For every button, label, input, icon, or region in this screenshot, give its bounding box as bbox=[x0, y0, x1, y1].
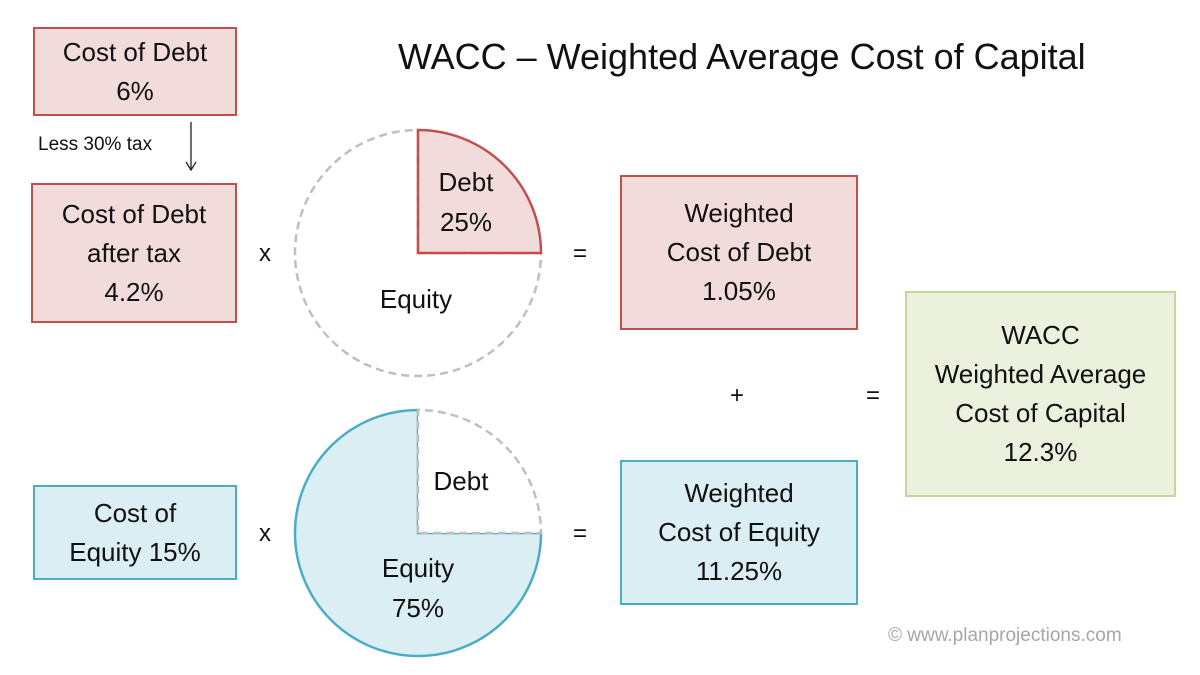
plus-operator: + bbox=[730, 382, 745, 409]
weighted-debt-line1: Weighted bbox=[684, 198, 794, 228]
weighted-cost-of-debt-box: Weighted Cost of Debt 1.05% bbox=[620, 175, 858, 330]
debt-weight-pie: Debt 25% Equity bbox=[293, 128, 543, 378]
cost-of-debt-after-tax-box: Cost of Debt after tax 4.2% bbox=[31, 183, 237, 323]
multiply-operator-equity: x bbox=[259, 520, 271, 547]
cost-of-debt-box: Cost of Debt 6% bbox=[33, 27, 237, 116]
cost-of-equity-line2: Equity 15% bbox=[69, 536, 201, 567]
weighted-equity-value: 11.25% bbox=[695, 556, 783, 586]
weighted-equity-line1: Weighted bbox=[684, 478, 794, 508]
page-title: WACC – Weighted Average Cost of Capital bbox=[398, 36, 1086, 77]
pie-debt-slice bbox=[416, 408, 543, 535]
pie-debt-label: Debt bbox=[434, 466, 490, 496]
equals-operator-wacc: = bbox=[866, 382, 881, 409]
tax-note: Less 30% tax bbox=[38, 134, 153, 155]
cost-of-debt-label: Cost of Debt bbox=[62, 36, 208, 67]
cost-of-equity-box: Cost of Equity 15% bbox=[33, 485, 237, 580]
after-tax-label-line2: after tax bbox=[87, 237, 181, 268]
wacc-line3: Cost of Capital bbox=[955, 398, 1126, 428]
copyright-credit: © www.planprojections.com bbox=[888, 625, 1122, 646]
equals-operator-debt: = bbox=[573, 240, 588, 267]
after-tax-value: 4.2% bbox=[104, 276, 164, 307]
down-arrow-icon bbox=[185, 122, 197, 172]
pie-equity-value: 75% bbox=[392, 593, 444, 623]
weighted-debt-line2: Cost of Debt bbox=[666, 237, 812, 267]
pie-debt-slice bbox=[416, 128, 543, 255]
pie-equity-label: Equity bbox=[382, 553, 454, 583]
wacc-line1: WACC bbox=[1001, 320, 1080, 350]
multiply-operator-debt: x bbox=[259, 240, 271, 267]
pie-debt-value: 25% bbox=[440, 207, 492, 237]
after-tax-label-line1: Cost of Debt bbox=[61, 198, 207, 229]
pie-equity-label: Equity bbox=[380, 284, 452, 314]
weighted-debt-value: 1.05% bbox=[702, 276, 776, 306]
equity-weight-pie: Debt Equity 75% bbox=[293, 408, 543, 658]
weighted-equity-line2: Cost of Equity bbox=[658, 517, 820, 547]
weighted-cost-of-equity-box: Weighted Cost of Equity 11.25% bbox=[620, 460, 858, 605]
wacc-value: 12.3% bbox=[1003, 437, 1078, 467]
cost-of-debt-value: 6% bbox=[116, 75, 154, 106]
cost-of-equity-line1: Cost of bbox=[93, 497, 177, 528]
wacc-box: WACC Weighted Average Cost of Capital 12… bbox=[905, 291, 1176, 497]
pie-debt-label: Debt bbox=[439, 167, 495, 197]
wacc-line2: Weighted Average bbox=[934, 359, 1147, 389]
equals-operator-equity: = bbox=[573, 520, 588, 547]
